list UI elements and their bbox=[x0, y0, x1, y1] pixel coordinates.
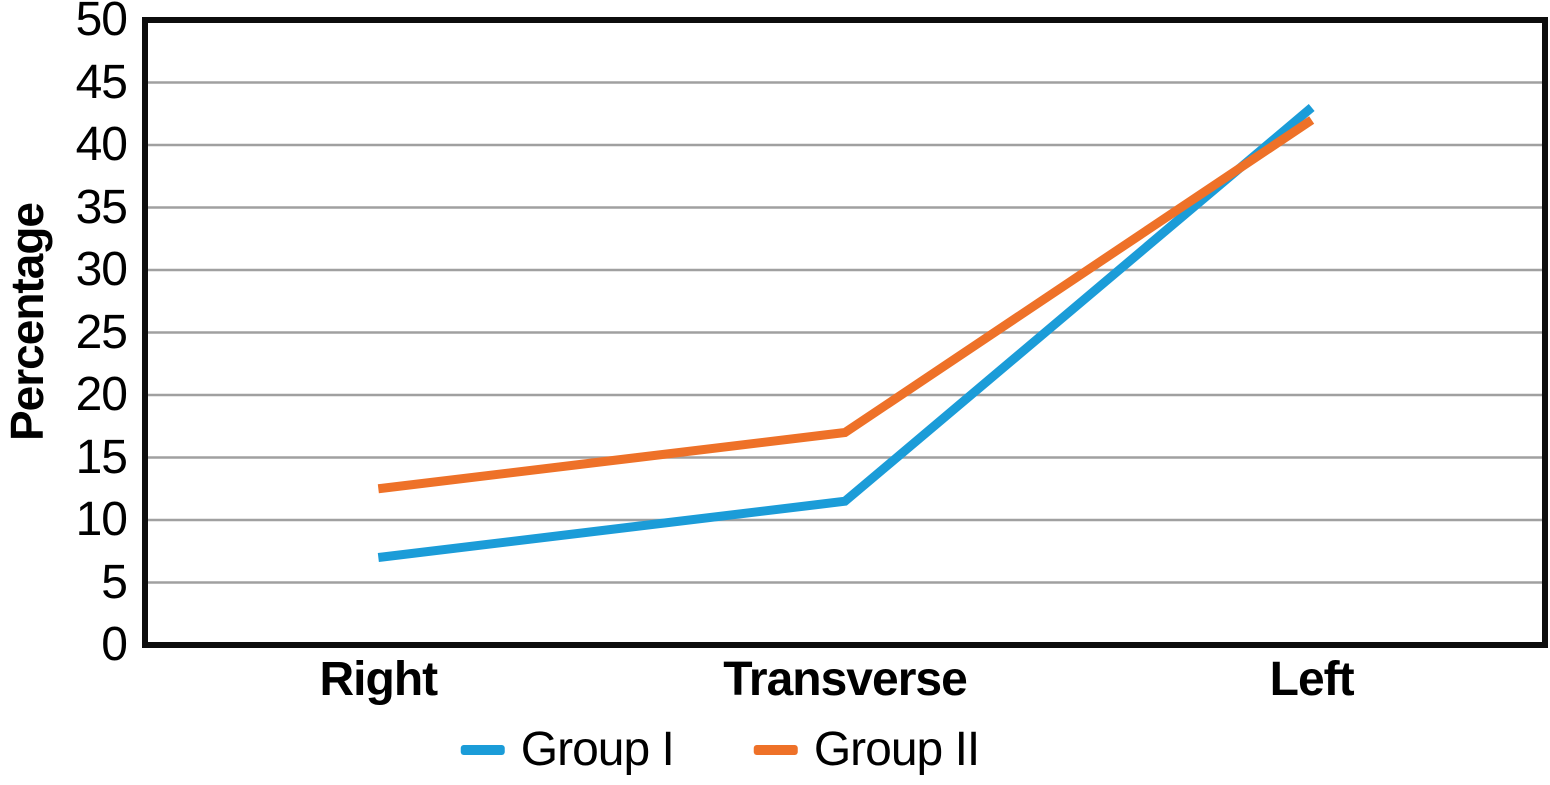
x-category-label: Right bbox=[319, 653, 439, 706]
y-tick-label: 25 bbox=[75, 305, 128, 359]
plot-border bbox=[142, 17, 1548, 648]
y-tick-label: 40 bbox=[75, 118, 128, 171]
y-tick-label: 30 bbox=[75, 243, 128, 296]
y-tick-label: 50 bbox=[75, 0, 128, 46]
x-category-label: Left bbox=[1269, 653, 1355, 706]
group-i-line-swatch-icon bbox=[460, 744, 505, 755]
y-tick-label: 45 bbox=[75, 55, 128, 109]
series-line-group-i bbox=[377, 104, 1315, 562]
legend-label-group-ii: Group II bbox=[813, 723, 980, 776]
legend-item-group-ii: Group II bbox=[753, 722, 980, 777]
y-tick-label: 35 bbox=[75, 180, 128, 234]
x-category-label: Transverse bbox=[723, 653, 968, 706]
group-ii-line-swatch-icon bbox=[753, 744, 798, 755]
legend-item-group-i: Group I bbox=[460, 722, 675, 777]
y-tick-label: 0 bbox=[101, 618, 128, 671]
legend: Group I Group II bbox=[460, 722, 980, 777]
y-tick-label: 5 bbox=[101, 555, 128, 609]
y-tick-label: 15 bbox=[75, 430, 128, 484]
series-line-group-ii bbox=[377, 116, 1315, 494]
legend-label-group-i: Group I bbox=[520, 723, 675, 776]
y-tick-label: 20 bbox=[75, 368, 128, 421]
y-tick-label: 10 bbox=[75, 493, 128, 546]
